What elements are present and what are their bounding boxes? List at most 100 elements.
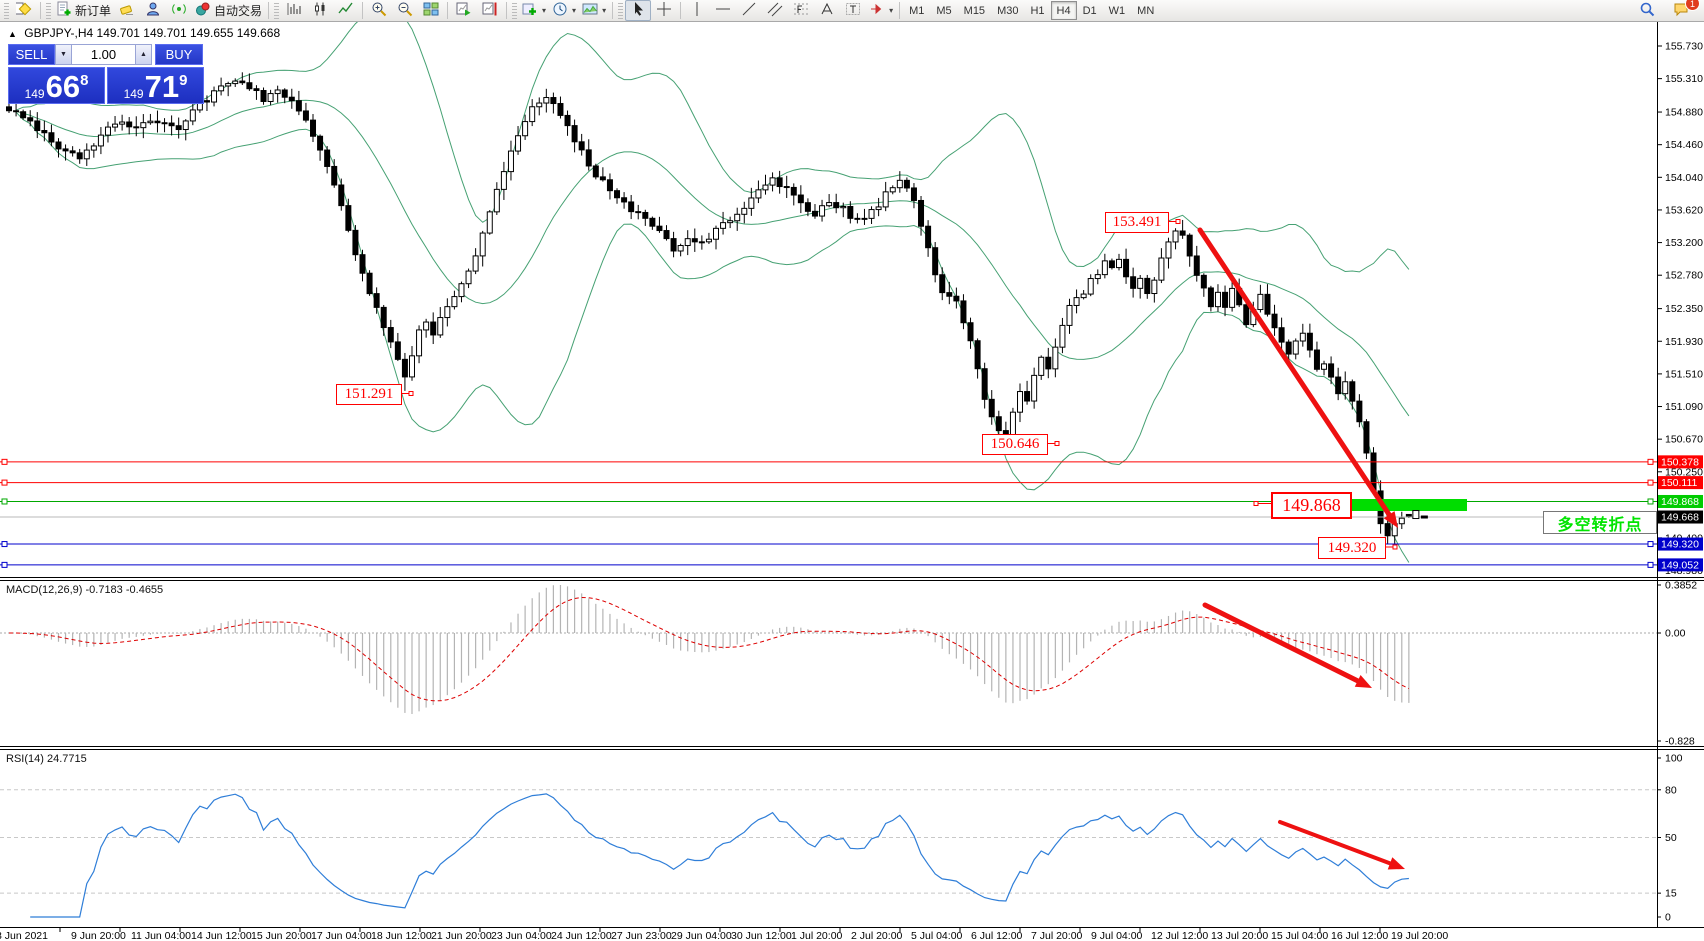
eraser-button[interactable] [114,0,140,21]
svg-text:155.730: 155.730 [1665,41,1703,53]
macd-value-2: -0.4655 [125,584,164,596]
svg-text:18 Jun 12:00: 18 Jun 12:00 [371,930,432,941]
zoom-in-icon [371,1,387,20]
line-handle[interactable] [1,458,8,465]
timeframe-w1-button[interactable]: W1 [1108,4,1126,17]
svg-text:155.310: 155.310 [1665,73,1703,85]
timeframe-d1-button[interactable]: D1 [1082,4,1097,17]
new-order-button[interactable]: 新订单 [53,0,114,21]
dropdown-caret-icon: ▾ [572,6,577,15]
trend-arrow-macd[interactable] [1202,602,1372,688]
one-click-trading-panel: SELL ▼ ▲ BUY 149 66 8 149 71 9 [8,44,206,104]
volume-input[interactable] [72,44,135,65]
time-axis[interactable]: 8 Jun 2021 9 Jun 20:00 11 Jun 04:00 14 Jun … [0,928,1448,941]
turning-point-note[interactable]: 多空转折点 [1543,511,1657,534]
candles [6,72,1412,547]
draw-horizontal-line-button[interactable] [710,0,736,21]
cursor-button[interactable] [625,0,652,21]
candle-chart-mode-icon [312,1,328,20]
profile-button[interactable] [140,0,166,21]
draw-vertical-line-button[interactable] [684,0,710,21]
price-scale[interactable]: 155.730 155.310 154.880 154.460 154.040 153.6… [1657,41,1703,577]
timeframe-m1-button[interactable]: M1 [909,4,925,17]
line-handle[interactable] [1,541,8,548]
crosshair-button[interactable] [651,0,677,21]
trend-arrow-main[interactable] [1197,227,1398,528]
add-indicator-button[interactable]: ▾ [519,0,549,21]
candle-chart-mode-button[interactable] [307,0,333,21]
svg-text:50: 50 [1665,832,1677,844]
line-handle[interactable] [1647,498,1654,505]
volume-increase-button[interactable]: ▲ [135,44,152,65]
new-order-label: 新订单 [75,4,112,18]
price-label-149.868[interactable]: 149.868 [1271,492,1352,519]
label-handle [1392,544,1398,550]
macd-panel [0,585,1657,714]
auto-scroll-button[interactable] [451,0,477,21]
zoom-in-button[interactable] [366,0,392,21]
notifications-button[interactable]: 1 [1668,0,1700,21]
line-handle[interactable] [1647,479,1654,486]
timeframe-m30-button[interactable]: M30 [997,4,1019,17]
timeframe-m5-button[interactable]: M5 [936,4,952,17]
buy-price-tile[interactable]: 149 71 9 [107,67,204,104]
line-chart-mode-button[interactable] [333,0,359,21]
svg-text:15 Jul 04:00: 15 Jul 04:00 [1271,930,1328,941]
line-handle[interactable] [1,479,8,486]
autotrading-button[interactable]: 自动交易 [192,0,265,21]
draw-channel-button[interactable] [762,0,788,21]
price-label-149.320[interactable]: 149.320 [1318,537,1386,559]
chart-canvas[interactable]: 155.730 155.310 154.880 154.460 154.040 153.6… [0,22,1704,941]
price-label-153.491[interactable]: 153.491 [1105,212,1169,233]
rsi-name: RSI(14) [6,753,44,765]
support-zone-rect[interactable] [1348,499,1467,511]
buy-button[interactable]: BUY [155,44,203,65]
macd-histogram [15,585,1410,714]
svg-text:149.668: 149.668 [1661,512,1699,524]
volume-decrease-button[interactable]: ▼ [55,44,72,65]
line-handle[interactable] [1,498,8,505]
bollinger-lower-band [15,111,1410,563]
draw-trendline-icon [741,1,757,20]
zoom-out-button[interactable] [392,0,418,21]
chart-window-button[interactable] [10,0,37,21]
tile-windows-button[interactable] [418,0,444,21]
bar-chart-mode-button[interactable] [281,0,307,21]
templates-button[interactable]: ▾ [579,0,609,21]
ohlc-close: 149.668 [236,26,281,40]
buy-price-pip: 9 [179,72,188,89]
draw-trendline-button[interactable] [736,0,762,21]
sell-button[interactable]: SELL [8,44,55,65]
timeframe-m15-button[interactable]: M15 [963,4,986,17]
search-button[interactable] [1634,0,1660,21]
toolbar-grip [46,2,51,19]
sell-price-tile[interactable]: 149 66 8 [8,67,105,104]
svg-text:149.320: 149.320 [1661,539,1699,551]
toolbar-separator [447,2,449,19]
svg-text:12 Jul 12:00: 12 Jul 12:00 [1151,930,1208,941]
price-label-150.646[interactable]: 150.646 [982,434,1048,455]
draw-text-button[interactable] [814,0,840,21]
line-handle[interactable] [1,561,8,568]
toolbar: 新订单 自动交易 ▾ ▾ ▾ ▾ M1 M5 M15 M30 H1 H4 D1 W1 MN 1 [0,0,1704,22]
svg-text:150.111: 150.111 [1661,477,1698,489]
draw-fibonacci-button[interactable] [788,0,814,21]
svg-text:16 Jul 12:00: 16 Jul 12:00 [1331,930,1388,941]
timeframe-h1-button[interactable]: H1 [1030,4,1045,17]
chart-shift-button[interactable] [477,0,503,21]
svg-text:151.090: 151.090 [1665,401,1703,413]
line-handle[interactable] [1647,458,1654,465]
trend-arrow-rsi[interactable] [1278,820,1405,870]
market-broadcast-button[interactable] [166,0,192,21]
line-handle[interactable] [1647,541,1654,548]
timeframe-mn-button[interactable]: MN [1137,4,1155,17]
toolbar-separator [680,2,682,19]
draw-label-button[interactable] [840,0,866,21]
line-handle[interactable] [1647,561,1654,568]
timeframe-h4-button[interactable]: H4 [1050,1,1077,20]
periods-button[interactable]: ▾ [549,0,579,21]
autotrading-icon [195,1,211,20]
price-label-151.291[interactable]: 151.291 [336,384,402,405]
draw-shapes-button[interactable]: ▾ [866,0,896,21]
macd-value-1: -0.7183 [85,584,123,596]
